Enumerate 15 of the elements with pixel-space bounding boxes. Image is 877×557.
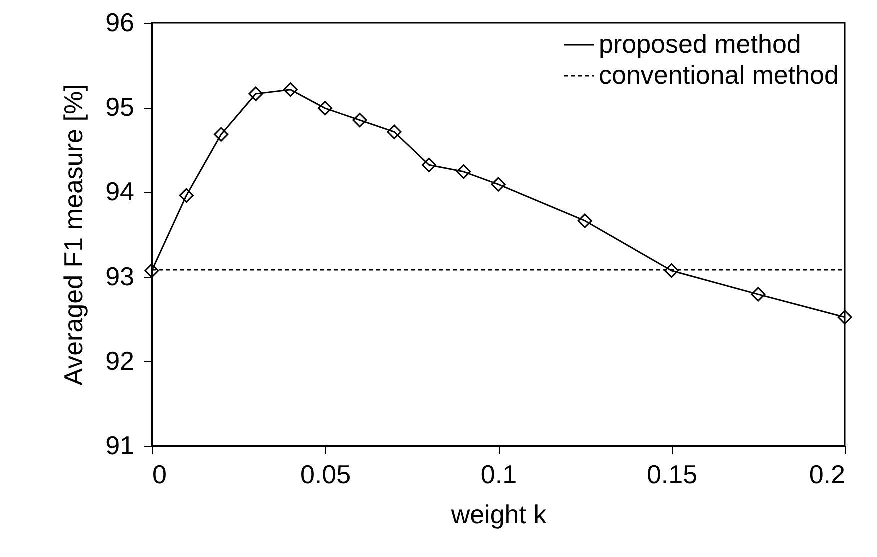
y-tick-label: 91 — [106, 430, 134, 460]
x-tick-label: 0.15 — [646, 460, 698, 490]
legend-label: proposed method — [599, 29, 802, 59]
x-tick-label: 0.05 — [300, 460, 352, 490]
legend-label: conventional method — [599, 60, 839, 90]
y-tick-label: 95 — [106, 92, 134, 122]
x-axis-title: weight k — [450, 500, 548, 530]
x-tick-label: 0.1 — [480, 460, 518, 490]
y-tick-label: 93 — [106, 261, 134, 292]
y-tick-label: 92 — [106, 346, 134, 376]
y-tick-label: 94 — [106, 176, 134, 207]
x-tick-label: 0 — [152, 460, 167, 490]
x-tick-label: 0.2 — [809, 460, 846, 490]
y-axis-title: Averaged F1 measure [%] — [58, 84, 89, 386]
y-tick-label: 96 — [106, 8, 134, 38]
